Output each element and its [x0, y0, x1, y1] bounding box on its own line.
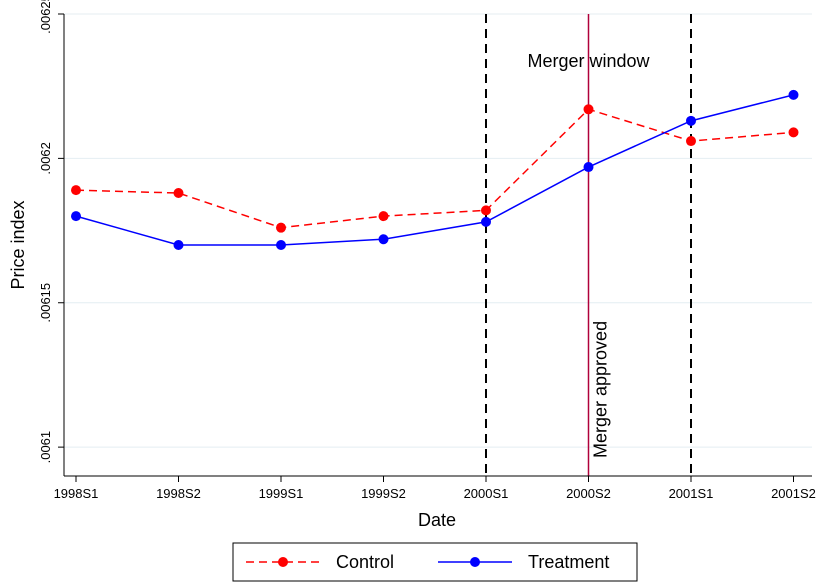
grid — [64, 13, 812, 448]
x-tick-label: 2000S2 — [566, 486, 611, 501]
x-tick-label: 1998S2 — [156, 486, 201, 501]
legend-label-control: Control — [336, 552, 394, 572]
data-point-control — [276, 222, 286, 233]
data-point-treatment — [583, 162, 594, 173]
data-point-treatment — [686, 115, 696, 126]
x-tick-label: 1999S2 — [361, 486, 406, 501]
data-point-treatment — [71, 211, 81, 222]
axes — [63, 14, 812, 477]
data-point-control — [788, 127, 799, 138]
series-line-treatment — [75, 94, 794, 246]
data-point-treatment — [378, 234, 389, 245]
series-line-control — [75, 108, 794, 229]
series-control — [71, 104, 799, 233]
data-point-treatment — [788, 89, 799, 100]
data-point-control — [583, 104, 594, 115]
legend: Control Treatment — [232, 542, 638, 582]
x-tick-label: 2001S1 — [669, 486, 714, 501]
data-point-treatment — [173, 240, 184, 250]
x-tick-label: 1998S1 — [54, 486, 99, 501]
y-tick-label: .00625 — [38, 0, 53, 34]
x-tick-label: 2001S2 — [771, 486, 816, 501]
data-point-control — [378, 211, 389, 222]
data-point-treatment — [276, 240, 286, 250]
y-tick-label: .0062 — [38, 142, 53, 175]
y-axis-title: Price index — [8, 200, 28, 289]
x-axis-ticks: 1998S1 1998S2 1999S1 1999S2 2000S1 2000S2 2001… — [54, 476, 816, 501]
annotation-merger-approved: Merger approved — [591, 321, 611, 458]
legend-treatment-marker — [470, 557, 480, 567]
series-treatment — [71, 89, 799, 250]
annotation-merger-window: Merger window — [527, 51, 650, 71]
data-point-control — [71, 185, 81, 196]
y-tick-label: .00615 — [38, 283, 53, 323]
data-point-control — [173, 188, 184, 199]
data-point-control — [686, 136, 696, 147]
data-point-treatment — [481, 216, 491, 227]
data-point-control — [481, 205, 491, 216]
y-tick-label: .0061 — [38, 431, 53, 464]
x-axis-title: Date — [418, 510, 456, 530]
y-axis-ticks: .0061 .00615 .0062 .00625 — [38, 0, 64, 463]
annotations: Merger window Merger approved — [527, 51, 650, 458]
legend-label-treatment: Treatment — [528, 552, 609, 572]
x-tick-label: 2000S1 — [464, 486, 509, 501]
x-tick-label: 1999S1 — [259, 486, 304, 501]
series-layer — [71, 89, 799, 250]
reference-lines — [485, 14, 692, 476]
legend-control-marker — [278, 557, 288, 567]
